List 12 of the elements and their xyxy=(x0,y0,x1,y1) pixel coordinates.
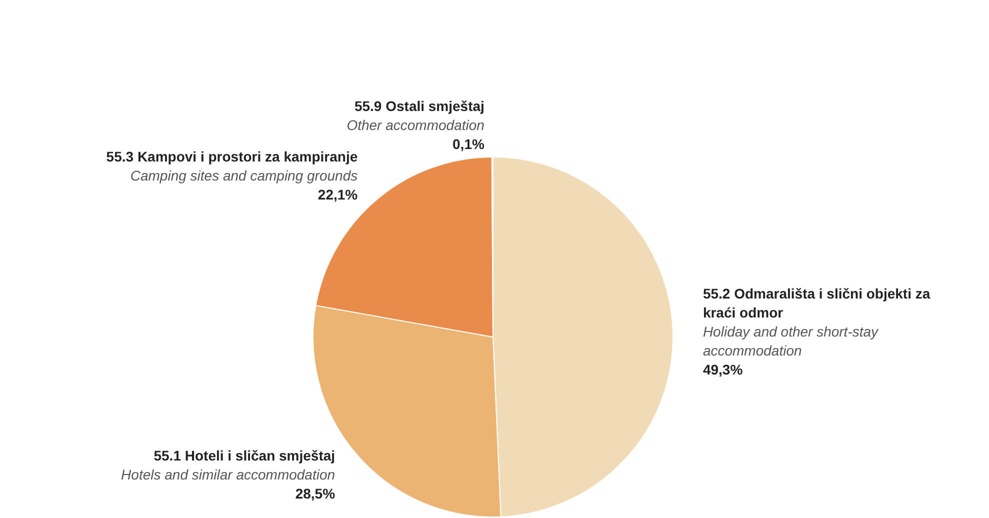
text: Camping sites and camping grounds xyxy=(130,167,358,184)
data-label: 28,5% xyxy=(295,485,336,502)
slice-label: 55.3 Kampovi i prostori za kampiranje xyxy=(106,148,358,164)
data-label: 0,1% xyxy=(452,136,485,152)
text: Other accommodation xyxy=(346,117,485,133)
slice-label: 55.9 Ostali smještaj xyxy=(354,98,484,114)
data-label: 49,3% xyxy=(702,361,744,378)
text: Hotels and similar accommodation xyxy=(121,466,336,482)
data-label: 22,1% xyxy=(318,186,358,202)
slice-label: 55.1 Hoteli i sličan smještaj xyxy=(154,447,336,464)
text: Holiday and other short-stay accommodation xyxy=(702,323,880,358)
slice-label: 55.2 Odmarališta i slični objekti za kraći odmor xyxy=(702,285,930,320)
